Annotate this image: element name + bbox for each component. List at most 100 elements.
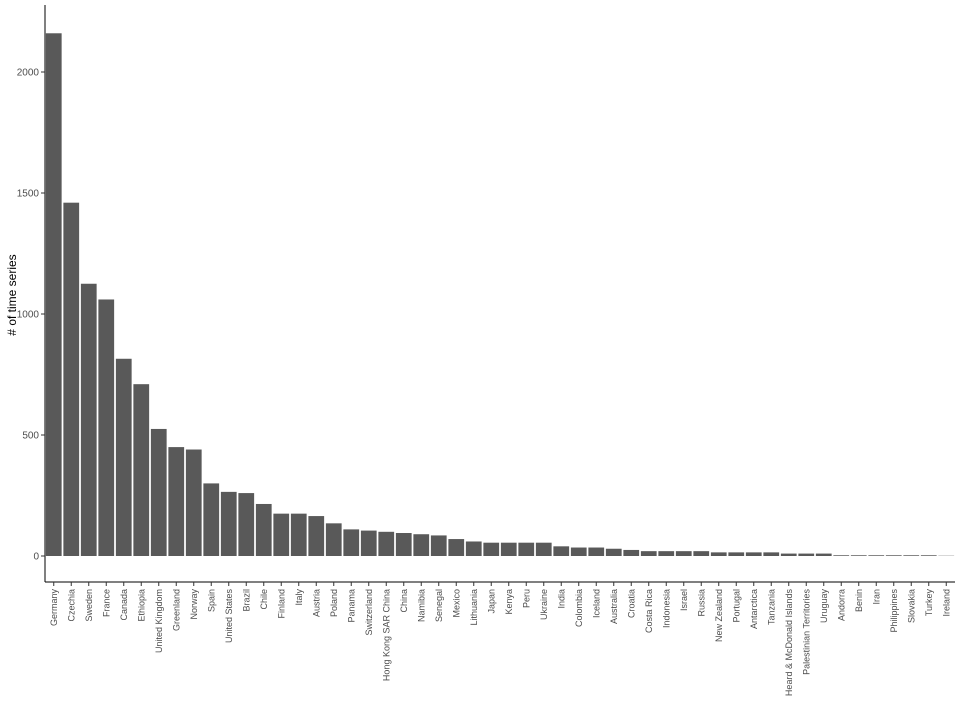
bars-group <box>46 33 954 556</box>
bar <box>151 429 167 556</box>
x-tick-label: Sweden <box>84 589 94 622</box>
x-tick-label: India <box>556 589 566 609</box>
y-ticks-group: 0 500 1000 1500 2000 <box>17 68 45 563</box>
x-tick-label: Uruguay <box>819 589 829 624</box>
x-tick-label: Portugal <box>731 589 741 623</box>
x-tick-label: Switzerland <box>364 589 374 636</box>
x-tick-label: Costa Rica <box>644 589 654 633</box>
bar <box>728 552 744 556</box>
x-tick-label: Hong Kong SAR China <box>381 589 391 681</box>
bar <box>921 555 937 556</box>
x-tick-label: Kenya <box>504 589 514 615</box>
x-tick-label: Ethiopia <box>136 589 146 622</box>
bar <box>186 450 202 556</box>
bar <box>658 551 674 556</box>
x-tick-label: Austria <box>311 589 321 617</box>
x-tick-label: Peru <box>521 589 531 608</box>
x-tick-label: Germany <box>49 589 59 627</box>
x-tick-label: Tanzania <box>766 589 776 625</box>
y-tick-label: 500 <box>22 431 39 442</box>
y-tick-label: 2000 <box>17 68 40 79</box>
x-tick-label: Greenland <box>171 589 181 631</box>
bar <box>238 493 254 556</box>
bar <box>868 555 884 556</box>
bar <box>308 516 324 556</box>
x-tick-label: Spain <box>206 589 216 612</box>
x-tick-label: United States <box>224 589 234 644</box>
bar <box>833 555 849 556</box>
x-tick-label: New Zealand <box>714 589 724 642</box>
bar <box>221 492 237 556</box>
x-tick-label: Poland <box>329 589 339 617</box>
bar <box>571 548 587 556</box>
bar <box>361 531 377 556</box>
x-tick-label: Finland <box>276 589 286 619</box>
bar <box>466 541 482 556</box>
bar <box>763 552 779 556</box>
bar <box>903 555 919 556</box>
x-tick-label: Ukraine <box>539 589 549 620</box>
x-tick-label: Iran <box>871 589 881 605</box>
bar <box>781 554 797 556</box>
x-tick-label: Mexico <box>451 589 461 618</box>
x-tick-label: Benin <box>854 589 864 612</box>
bar <box>203 483 219 556</box>
bar <box>98 299 114 556</box>
x-tick-label: Brazil <box>241 589 251 612</box>
y-axis-title: # of time series <box>5 254 19 335</box>
bar <box>886 555 902 556</box>
x-tick-label: Turkey <box>924 589 934 617</box>
bar <box>273 514 289 556</box>
x-tick-label: Indonesia <box>661 589 671 628</box>
bar <box>693 551 709 556</box>
y-tick-label: 1500 <box>17 189 40 200</box>
x-tick-label: Italy <box>294 589 304 606</box>
bar <box>133 384 149 556</box>
bar <box>256 504 272 556</box>
x-tick-label: Israel <box>679 589 689 611</box>
x-tick-label: Croatia <box>626 589 636 618</box>
x-tick-label: Colombia <box>574 589 584 627</box>
bar <box>641 551 657 556</box>
bar <box>518 543 534 556</box>
x-tick-label: Heard & McDonald Islands <box>784 589 794 697</box>
x-tick-label: Canada <box>119 589 129 621</box>
x-tick-label: Slovakia <box>906 589 916 623</box>
bar <box>606 549 622 556</box>
x-tick-label: Namibia <box>416 589 426 622</box>
bar <box>63 203 79 556</box>
bar <box>116 359 132 556</box>
bar <box>711 552 727 556</box>
bar <box>81 284 97 556</box>
bar <box>536 543 552 556</box>
x-tick-label: France <box>101 589 111 617</box>
x-tick-label: Andorra <box>836 589 846 621</box>
x-tick-label: Philippines <box>889 589 899 633</box>
bar <box>378 532 394 556</box>
x-tick-label: Ireland <box>941 589 951 617</box>
y-tick-label: 1000 <box>17 310 40 321</box>
bar <box>676 551 692 556</box>
x-tick-label: Chile <box>259 589 269 610</box>
bar <box>431 535 447 556</box>
x-tick-label: Australia <box>609 589 619 624</box>
x-tick-label: Norway <box>189 589 199 620</box>
bar <box>448 539 464 556</box>
bar <box>483 543 499 556</box>
bar <box>291 514 307 556</box>
y-tick-label: 0 <box>33 552 39 563</box>
bar <box>343 529 359 556</box>
x-tick-label: Russia <box>696 589 706 617</box>
bar <box>851 555 867 556</box>
bar <box>46 33 62 556</box>
bar <box>413 534 429 556</box>
x-ticks-group: Germany Czechia Sweden France Canada Ethiopia… <box>49 582 952 696</box>
bar <box>501 543 517 556</box>
x-tick-label: Czechia <box>66 589 76 622</box>
bar <box>798 554 814 556</box>
bar <box>623 550 639 556</box>
x-tick-label: United Kingdom <box>154 589 164 653</box>
bar <box>326 523 342 556</box>
